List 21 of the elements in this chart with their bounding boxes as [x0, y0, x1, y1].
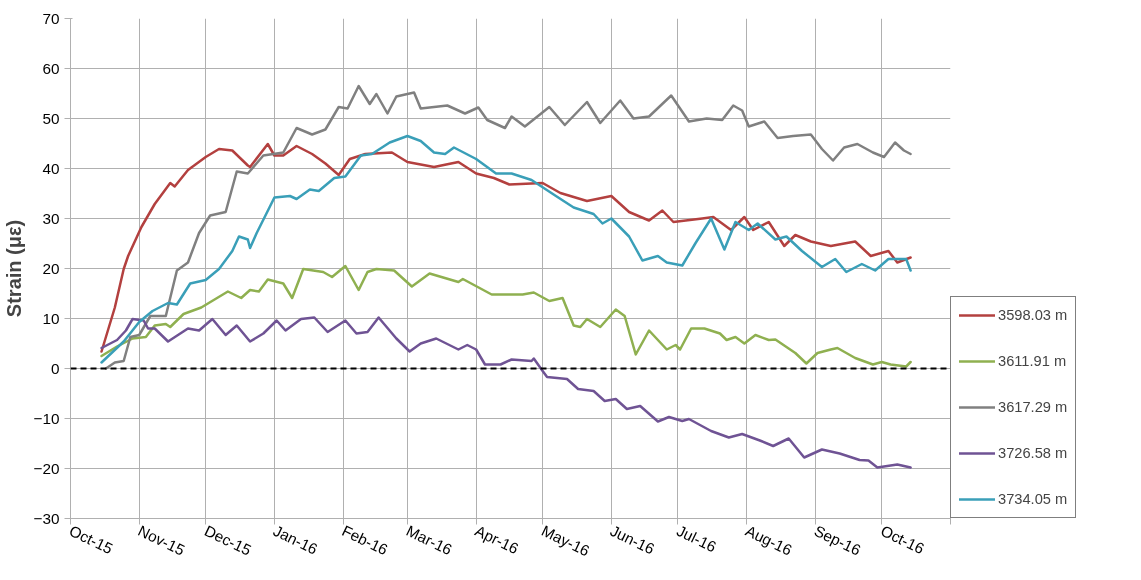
legend-label: 3611.91 m — [998, 353, 1067, 369]
legend-label: 3726.58 m — [998, 445, 1068, 461]
y-tick-label: 50 — [42, 109, 60, 127]
legend-label: 3617.29 m — [998, 399, 1068, 415]
legend-label: 3734.05 m — [998, 491, 1068, 507]
x-tick-label: Jul-16 — [674, 521, 720, 556]
y-tick-label: 40 — [42, 159, 60, 177]
y-tick-label: 10 — [42, 309, 60, 327]
y-tick-label: −20 — [33, 459, 60, 477]
legend-label: 3598.03 m — [998, 307, 1068, 323]
y-axis-title: Strain (με) — [3, 219, 26, 318]
line-series — [104, 84, 912, 370]
y-tick-label: 20 — [42, 259, 60, 277]
y-tick-label: 0 — [50, 359, 60, 377]
line-series — [100, 316, 912, 469]
line-series — [100, 264, 912, 368]
y-tick-label: 70 — [42, 9, 60, 27]
y-tick-label: 60 — [42, 59, 60, 77]
y-tick-label: 30 — [42, 209, 60, 227]
y-tick-label: −10 — [33, 409, 60, 427]
y-tick-label: −30 — [33, 509, 60, 527]
